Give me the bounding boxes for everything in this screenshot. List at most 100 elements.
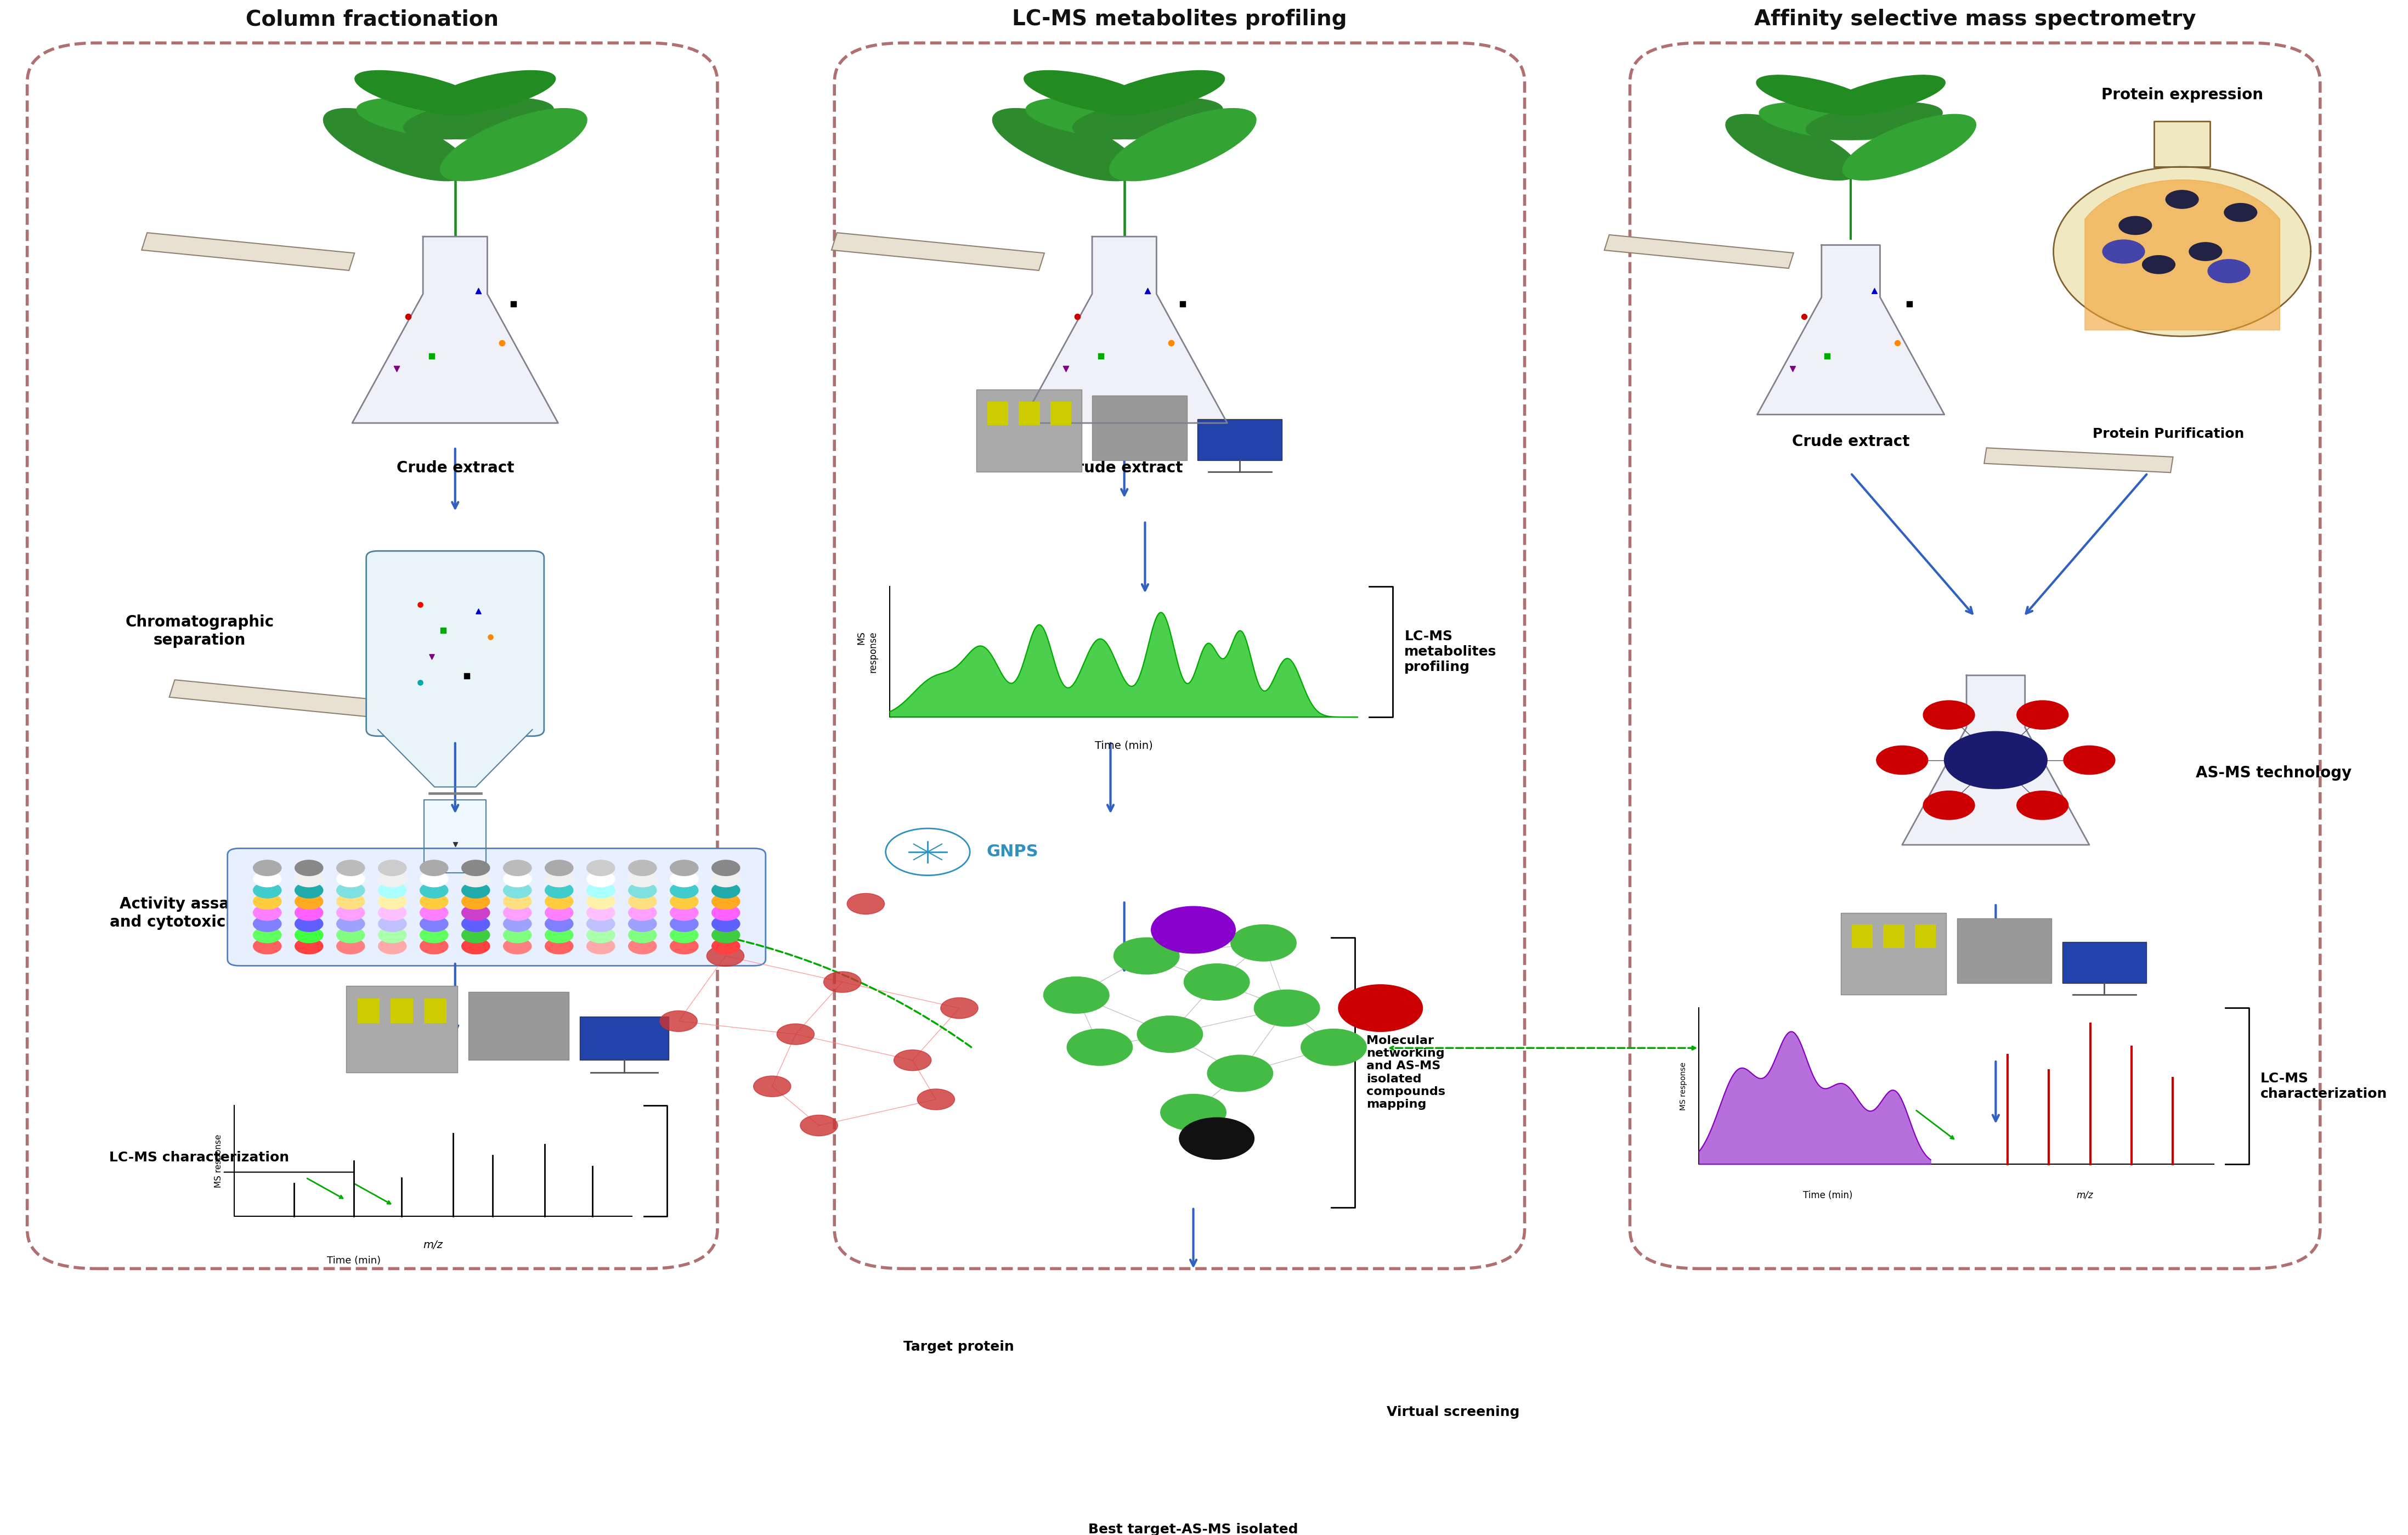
- Circle shape: [588, 893, 614, 909]
- Circle shape: [419, 872, 448, 887]
- Ellipse shape: [1806, 103, 1943, 140]
- Circle shape: [1149, 1355, 1192, 1378]
- Circle shape: [294, 872, 323, 887]
- Bar: [1019, 402, 1040, 425]
- Point: [436, 832, 474, 857]
- Text: Protein expression: Protein expression: [2102, 87, 2264, 103]
- Circle shape: [848, 893, 884, 915]
- Circle shape: [294, 927, 323, 942]
- Polygon shape: [884, 1329, 1093, 1417]
- Ellipse shape: [405, 98, 554, 140]
- Polygon shape: [1604, 235, 1794, 269]
- Point: [400, 593, 438, 617]
- Circle shape: [544, 860, 573, 876]
- Polygon shape: [378, 729, 532, 787]
- Text: LC-MS
metabolites
profiling: LC-MS metabolites profiling: [1404, 629, 1498, 674]
- Circle shape: [378, 927, 407, 942]
- Bar: [1958, 918, 2052, 982]
- Circle shape: [1151, 906, 1235, 953]
- Text: LC-MS
characterization: LC-MS characterization: [2261, 1071, 2386, 1101]
- Circle shape: [669, 872, 698, 887]
- Circle shape: [588, 883, 614, 898]
- Bar: [1050, 402, 1072, 425]
- Circle shape: [706, 946, 744, 967]
- Circle shape: [713, 938, 739, 953]
- Ellipse shape: [1760, 103, 1895, 140]
- Circle shape: [754, 1076, 790, 1098]
- Polygon shape: [1902, 675, 2090, 844]
- Ellipse shape: [1727, 114, 1859, 180]
- Text: m/z: m/z: [424, 1240, 443, 1251]
- Circle shape: [378, 883, 407, 898]
- Circle shape: [294, 860, 323, 876]
- Bar: [2061, 942, 2146, 982]
- Circle shape: [253, 904, 282, 921]
- Polygon shape: [831, 233, 1045, 270]
- Text: Time (min): Time (min): [327, 1256, 380, 1265]
- Circle shape: [713, 883, 739, 898]
- Text: Crude extract: Crude extract: [397, 461, 513, 476]
- Ellipse shape: [1093, 71, 1226, 115]
- Circle shape: [1243, 1342, 1283, 1365]
- Point: [390, 304, 429, 328]
- Circle shape: [1876, 746, 1929, 775]
- Text: Chromatographic
separation: Chromatographic separation: [125, 614, 275, 648]
- Text: m/z: m/z: [2076, 1191, 2093, 1200]
- Circle shape: [419, 904, 448, 921]
- Bar: [347, 985, 458, 1073]
- Circle shape: [1300, 1028, 1365, 1065]
- Circle shape: [713, 927, 739, 942]
- Circle shape: [2189, 243, 2223, 261]
- Circle shape: [628, 916, 657, 932]
- Polygon shape: [169, 680, 383, 717]
- Circle shape: [799, 1114, 838, 1136]
- Circle shape: [669, 938, 698, 953]
- Text: Protein Purification: Protein Purification: [2093, 428, 2244, 441]
- Text: MS response: MS response: [1678, 1062, 1688, 1110]
- Point: [424, 619, 462, 643]
- Circle shape: [337, 916, 364, 932]
- Circle shape: [462, 938, 489, 953]
- Circle shape: [628, 860, 657, 876]
- Circle shape: [669, 927, 698, 942]
- Circle shape: [294, 904, 323, 921]
- Point: [1057, 304, 1096, 328]
- Text: Target protein: Target protein: [903, 1340, 1014, 1354]
- Ellipse shape: [1072, 98, 1223, 140]
- Circle shape: [588, 916, 614, 932]
- Circle shape: [294, 893, 323, 909]
- Circle shape: [337, 904, 364, 921]
- Circle shape: [824, 972, 862, 993]
- Circle shape: [544, 927, 573, 942]
- Point: [1129, 278, 1168, 302]
- Polygon shape: [142, 233, 354, 270]
- Point: [1808, 344, 1847, 368]
- Circle shape: [669, 904, 698, 921]
- Circle shape: [669, 883, 698, 898]
- Text: Plant material: Plant material: [395, 87, 515, 103]
- Text: MS response: MS response: [214, 1134, 222, 1188]
- Text: Column fractionation: Column fractionation: [246, 9, 498, 29]
- Circle shape: [2018, 791, 2068, 820]
- Circle shape: [462, 904, 489, 921]
- Circle shape: [713, 916, 739, 932]
- Circle shape: [462, 860, 489, 876]
- Point: [400, 671, 438, 695]
- Ellipse shape: [354, 71, 486, 115]
- Circle shape: [462, 927, 489, 942]
- Point: [472, 625, 510, 649]
- Circle shape: [917, 1088, 954, 1110]
- Circle shape: [544, 904, 573, 921]
- Circle shape: [294, 938, 323, 953]
- Text: MS
response: MS response: [857, 631, 879, 672]
- Circle shape: [1043, 976, 1110, 1013]
- Text: Time (min): Time (min): [1096, 740, 1153, 751]
- Ellipse shape: [356, 98, 506, 140]
- FancyBboxPatch shape: [366, 551, 544, 737]
- Text: AS-MS technology: AS-MS technology: [2196, 766, 2353, 781]
- Circle shape: [337, 927, 364, 942]
- Circle shape: [1206, 1055, 1274, 1091]
- Polygon shape: [1021, 236, 1228, 424]
- Circle shape: [1924, 791, 1975, 820]
- Bar: [1852, 924, 1873, 949]
